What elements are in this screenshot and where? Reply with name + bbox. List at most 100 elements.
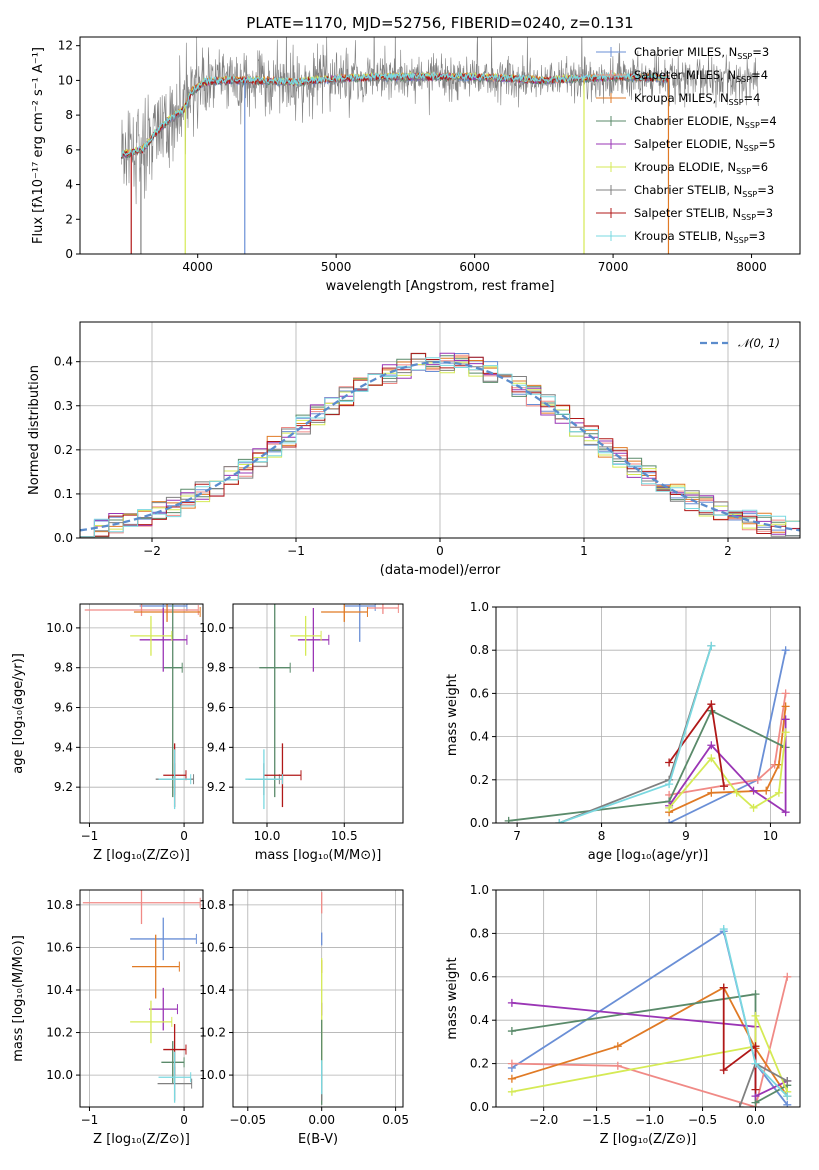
legend-label: Chabrier STELIB, NSSP=3 (634, 183, 774, 199)
y-tick-label: 9.4 (207, 740, 226, 754)
y-tick-label: 0.3 (54, 399, 73, 413)
y-tick-label: 9.6 (207, 701, 226, 715)
series-point (504, 816, 513, 823)
x-tick-label: −1 (81, 1113, 99, 1127)
x-tick-label: 8000 (736, 260, 767, 274)
x-tick-label: 7 (513, 829, 521, 843)
series-point (707, 754, 716, 763)
series-line (508, 709, 786, 822)
x-tick-label: 7000 (598, 260, 629, 274)
legend-label: Chabrier ELODIE, NSSP=4 (634, 114, 777, 130)
legend-label: Salpeter ELODIE, NSSP=5 (634, 137, 776, 153)
series-point (707, 700, 716, 709)
legend-label: Salpeter STELIB, NSSP=3 (634, 206, 773, 222)
y-tick-label: 9.2 (207, 780, 226, 794)
series-point (781, 702, 790, 711)
y-tick-label: 10.4 (199, 983, 226, 997)
x-tick-label: −2.0 (529, 1113, 558, 1127)
x-tick-label: 9 (682, 829, 690, 843)
y-tick-label: 0.6 (470, 686, 489, 700)
panel-mass-vs-Z: −1 0 10.0 10.2 10.4 10.6 10.8 Z [log₁₀(Z/Z⊙)] ma… (11, 889, 204, 1147)
panel-weight-vs-age: 7 8 9 10 0.0 0.2 0.4 0.6 0.8 1.0 age [log₁₀(age/yr… (445, 600, 801, 863)
series-point (707, 641, 716, 650)
y-tick-label: 1.0 (470, 883, 489, 897)
y-tick-label: 10.0 (199, 621, 226, 635)
x-axis-label: age [log₁₀(age/yr)] (588, 848, 709, 863)
series-point (707, 788, 716, 797)
y-tick-label: 9.6 (54, 701, 73, 715)
y-tick-label: 0.1 (54, 487, 73, 501)
y-tick-label: 0.4 (54, 355, 73, 369)
series-point (665, 819, 674, 823)
x-axis-label: Z [log₁₀(Z/Z⊙)] (600, 1132, 697, 1147)
x-tick-label: 1 (580, 544, 588, 558)
plot-frame (79, 603, 204, 824)
series-point (720, 782, 728, 791)
plot-area (80, 352, 800, 538)
y-tick-label: 0.8 (470, 926, 489, 940)
y-tick-label: 8 (65, 108, 73, 122)
y-tick-label: 10.2 (46, 1026, 73, 1040)
x-tick-label: 6000 (459, 260, 490, 274)
series-point (507, 1074, 516, 1083)
plot-area (82, 890, 201, 1103)
x-axis-label: (data-model)/error (380, 563, 501, 578)
series-point (781, 808, 790, 817)
series-point (735, 1103, 744, 1107)
y-axis-label: mass [log₁₀(M/M⊙)] (11, 935, 26, 1062)
x-tick-label: −0.5 (688, 1113, 717, 1127)
plot-frame (79, 36, 801, 255)
model-line (120, 71, 669, 158)
series-point (665, 780, 674, 789)
x-tick-label: 10.0 (254, 829, 281, 843)
series-point (555, 819, 564, 823)
x-tick-label: 4000 (182, 260, 213, 274)
panel-mass-vs-ebv: −0.05 0.00 0.05 10.0 10.2 10.4 10.6 10.8 E(B-V) (199, 889, 409, 1147)
y-tick-label: 0.8 (470, 643, 489, 657)
series-point (751, 990, 760, 999)
y-axis-label: Flux [fλ10⁻¹⁷ erg cm⁻² s⁻¹ A⁻¹] (31, 47, 46, 244)
series-point (613, 1061, 622, 1070)
series-point (751, 1085, 760, 1094)
y-axis-label: Normed distribution (27, 365, 42, 495)
series-point (749, 786, 758, 795)
x-tick-label: 10 (763, 829, 778, 843)
y-tick-label: 10.8 (199, 898, 226, 912)
panel-weight-vs-Z: −2.0 −1.5 −1.0 −0.5 0.0 0.0 0.2 0.4 0.6 0.8 1.0 Z [… (445, 883, 801, 1147)
series-point (749, 803, 758, 812)
series-point (665, 758, 674, 767)
plot-area (504, 641, 790, 823)
panel-spectrum: 4000 5000 6000 7000 8000 0 2 4 6 8 10 12 wavelength … (31, 14, 801, 294)
y-tick-label: 0.6 (470, 970, 489, 984)
x-axis-label: Z [log₁₀(Z/Z⊙)] (93, 1132, 190, 1147)
series-point (783, 1092, 792, 1101)
y-tick-label: 0 (65, 247, 73, 261)
series-line (668, 732, 787, 810)
plot-frame (232, 603, 404, 824)
series-point (783, 972, 792, 981)
y-tick-label: 9.8 (207, 661, 226, 675)
series-point (732, 788, 741, 797)
series-point (707, 741, 716, 750)
y-tick-label: 9.8 (54, 661, 73, 675)
series-point (751, 1011, 760, 1020)
y-tick-label: 0.2 (470, 773, 489, 787)
series-point (774, 788, 783, 797)
y-tick-label: 0.0 (470, 1100, 489, 1114)
plot-frame (79, 889, 204, 1108)
series-point (719, 1066, 728, 1075)
y-tick-label: 0.0 (54, 531, 73, 545)
series-point (613, 1042, 622, 1051)
x-tick-label: −2 (143, 544, 161, 558)
x-tick-label: 0 (436, 544, 444, 558)
y-tick-label: 0.2 (54, 443, 73, 457)
x-tick-label: 8 (598, 829, 606, 843)
series-line (668, 693, 787, 796)
chart-title: PLATE=1170, MJD=52756, FIBERID=0240, z=0… (246, 14, 633, 32)
legend-label: Chabrier MILES, NSSP=3 (634, 45, 769, 61)
y-tick-label: 10.8 (46, 898, 73, 912)
x-tick-label: 0.00 (308, 1113, 335, 1127)
series-line (668, 701, 725, 787)
x-tick-label: −1.0 (635, 1113, 664, 1127)
